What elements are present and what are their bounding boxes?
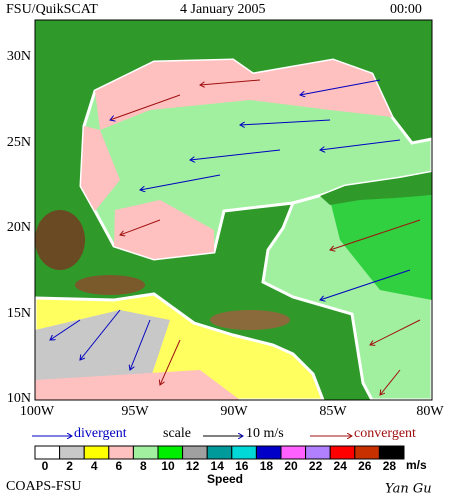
speed-patch <box>81 126 120 211</box>
date: 4 January 2005 <box>180 2 266 17</box>
colorbar-box <box>182 445 208 460</box>
arrow <box>380 369 401 395</box>
map <box>33 19 434 402</box>
colorbar-box <box>378 445 405 460</box>
colorbar-box <box>83 445 110 460</box>
colorbar-tick-label: 16 <box>235 459 249 473</box>
colorbar-tick-label: 4 <box>91 459 98 473</box>
arrow <box>160 339 181 385</box>
arrow <box>110 94 181 120</box>
colorbar-tick-label: 24 <box>334 459 348 473</box>
colorbar-tick-label: 0 <box>42 459 49 473</box>
colorbar-tick-label: 18 <box>260 459 274 473</box>
mountains <box>35 210 85 270</box>
colorbar-box <box>157 445 184 460</box>
lon-label: 100W <box>20 404 55 419</box>
lon-label: 80W <box>416 404 444 419</box>
arrow <box>80 309 121 360</box>
legend-scale-value: 10 m/s <box>246 426 284 441</box>
credit: COAPS-FSU <box>6 479 81 494</box>
colorbar-tick-label: 8 <box>140 459 147 473</box>
colorbar-tick-label: 14 <box>211 459 225 473</box>
colorbar-unit: m/s <box>406 458 427 472</box>
arrow <box>200 79 261 85</box>
speed-patch <box>95 60 392 130</box>
lat-label: 10N <box>7 391 31 406</box>
colorbar-box <box>59 445 85 460</box>
colorbar-tick-label: 2 <box>66 459 73 473</box>
lat-label: 30N <box>7 49 31 64</box>
arrow <box>120 219 161 235</box>
legend-convergent: convergent <box>354 426 416 441</box>
arrow <box>50 319 81 340</box>
lat-label: 20N <box>7 220 31 235</box>
cuba <box>320 172 432 205</box>
arrow <box>370 319 421 345</box>
colorbar-box <box>34 445 61 460</box>
arrow <box>320 139 401 150</box>
colorbar: 0 2 4 6 8 10 12 14 16 18 20 22 24 26 28 <box>34 445 405 473</box>
arrow <box>330 219 421 250</box>
lat-label: 25N <box>7 135 31 150</box>
mountains <box>210 310 290 330</box>
colorbar-box <box>329 445 356 460</box>
colorbar-tick-label: 22 <box>309 459 323 473</box>
title: FSU/QuikSCAT <box>6 2 98 17</box>
colorbar-tick-label: 26 <box>358 459 372 473</box>
colorbar-box <box>132 445 159 460</box>
wind-arrows <box>50 79 421 395</box>
arrow <box>320 269 411 300</box>
speed-patch <box>114 200 214 259</box>
mountains <box>75 275 145 295</box>
colorbar-tick-label: 6 <box>115 459 122 473</box>
arrow <box>240 119 331 125</box>
colorbar-box <box>255 445 282 460</box>
author: Yan Gu <box>385 482 432 497</box>
arrow <box>140 174 221 190</box>
colorbar-box <box>108 445 134 460</box>
colorbar-tick-label: 12 <box>186 459 200 473</box>
arrow <box>190 149 281 160</box>
colorbar-tick-label: 20 <box>284 459 298 473</box>
map-frame <box>34 19 433 401</box>
arrow <box>130 319 151 370</box>
arrow <box>300 79 381 95</box>
speed-patch <box>330 195 432 300</box>
colorbar-tick-label: 10 <box>161 459 175 473</box>
legend-divergent: divergent <box>74 426 127 441</box>
colorbar-box <box>354 445 380 460</box>
time: 00:00 <box>390 2 422 17</box>
colorbar-tick-label: 28 <box>383 459 397 473</box>
legend-scale: scale <box>163 426 191 441</box>
lon-label: 95W <box>121 404 149 419</box>
colorbar-box <box>206 445 233 460</box>
colorbar-box <box>280 445 307 460</box>
colorbar-label: Speed <box>207 472 243 486</box>
colorbar-box <box>305 445 331 460</box>
lat-label: 15N <box>7 306 31 321</box>
lon-label: 85W <box>319 404 347 419</box>
speed-patch <box>35 370 240 400</box>
lon-label: 90W <box>220 404 248 419</box>
colorbar-box <box>231 445 257 460</box>
